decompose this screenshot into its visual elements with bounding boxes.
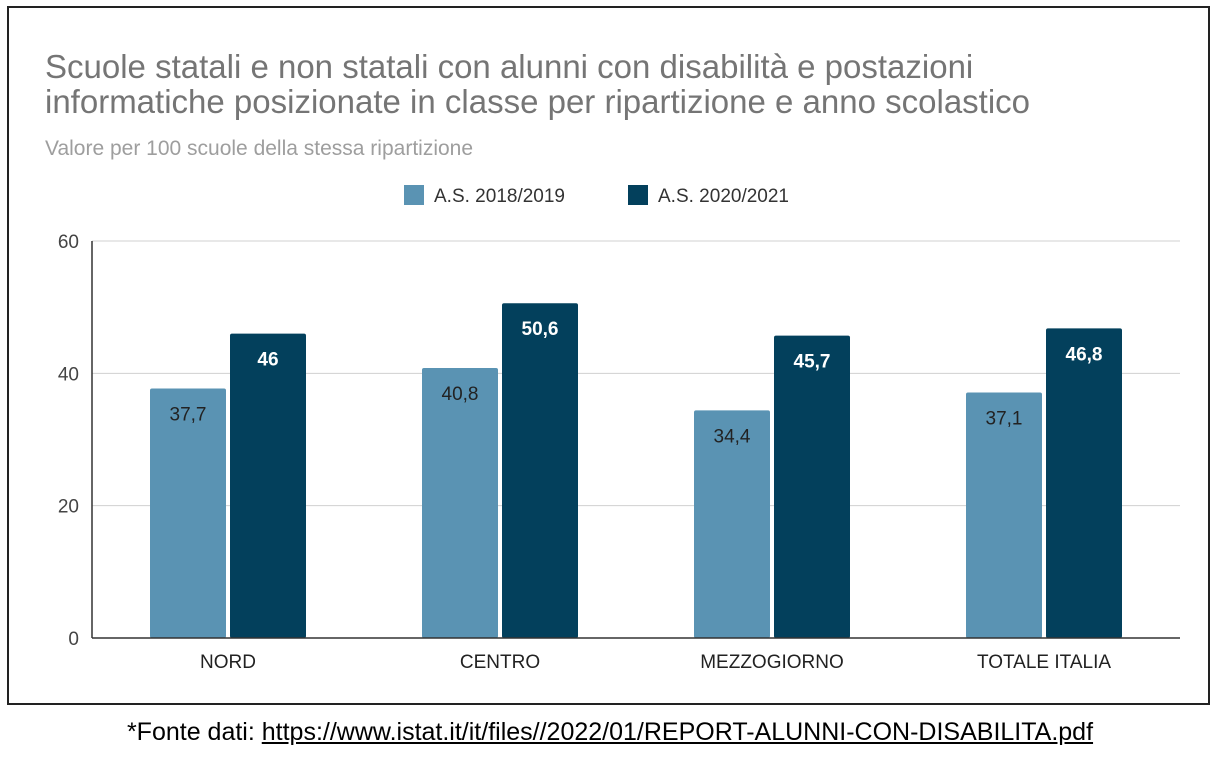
legend-label: A.S. 2018/2019 [434,186,565,207]
y-tick-label: 40 [58,364,79,385]
bar-chart: Scuole statali e non statali con alunni … [45,48,1180,673]
data-label: 37,7 [170,405,207,426]
chart-subtitle: Valore per 100 scuole della stessa ripar… [45,137,473,160]
bar [694,410,770,638]
data-label: 40,8 [442,384,479,405]
data-label: 45,7 [794,352,831,373]
axes: 0 20 40 60 NORD CENTRO MEZZOGIORNO TOTALE ITALI… [58,232,1180,673]
bar [1046,328,1122,638]
source-link[interactable]: https://www.istat.it/it/files//2022/01/R… [261,718,1094,746]
chart-title-line-1: Scuole statali e non statali con alunni … [45,48,973,85]
x-tick-label: MEZZOGIORNO [700,652,844,673]
source-note: *Fonte dati: https://www.istat.it/it/fil… [0,718,1220,747]
data-label: 34,4 [714,426,751,447]
x-tick-label: CENTRO [460,652,540,673]
data-label: 37,1 [986,409,1023,430]
bar [230,333,306,638]
legend: A.S. 2018/2019 A.S. 2020/2021 [404,185,789,207]
bar [150,388,226,638]
data-label: 46 [257,350,278,371]
x-tick-label: TOTALE ITALIA [977,652,1111,673]
y-tick-label: 60 [58,232,79,253]
source-prefix: *Fonte dati: [126,718,262,746]
bar [774,335,850,638]
chart-title-line-2: informatiche posizionate in classe per r… [45,83,1030,120]
bars: 37,7 46 40,8 50,6 34,4 45,7 37,1 46,8 [150,303,1122,638]
data-label: 46,8 [1066,344,1103,365]
legend-swatch [628,185,648,205]
y-tick-label: 0 [68,629,79,650]
bar [422,368,498,638]
legend-swatch [404,185,424,205]
x-tick-label: NORD [200,652,256,673]
bar [502,303,578,638]
bar [966,392,1042,638]
y-tick-label: 20 [58,497,79,518]
data-label: 50,6 [522,319,559,340]
legend-label: A.S. 2020/2021 [658,186,789,207]
